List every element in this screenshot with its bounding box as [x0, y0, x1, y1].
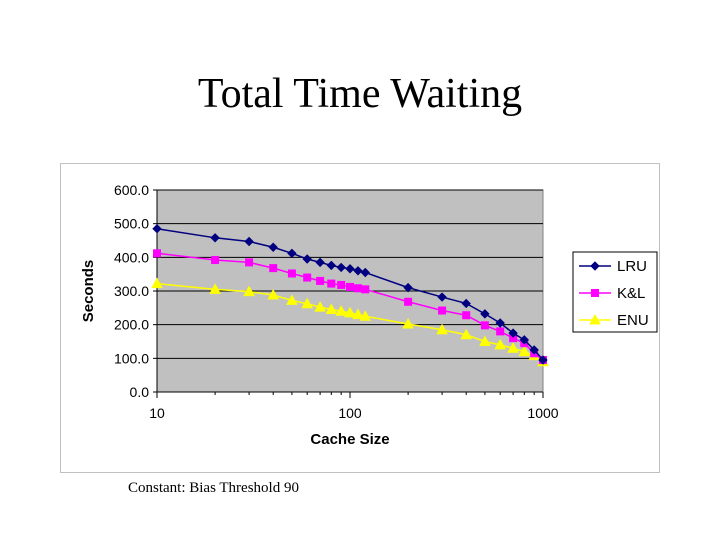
- data-point-enu: [335, 305, 348, 316]
- data-point-enu: [436, 323, 448, 335]
- legend-label-lru: LRU: [617, 258, 647, 275]
- data-point-k-l: [303, 273, 312, 282]
- data-point-enu: [460, 328, 473, 340]
- data-point-lru: [287, 248, 297, 259]
- line-chart: 0.0 100.0 200.0 300.0 400.0 500.0 600.0 10 100 10…: [80, 182, 658, 448]
- data-point-k-l: [153, 249, 161, 258]
- data-point-lru: [461, 298, 471, 309]
- data-point-lru: [437, 292, 447, 302]
- data-point-enu: [243, 285, 255, 297]
- x-tick-label: 10: [149, 405, 165, 421]
- data-point-k-l: [245, 258, 254, 267]
- legend-label-enu: ENU: [617, 312, 649, 329]
- data-point-enu: [344, 306, 356, 318]
- data-point-lru: [519, 335, 530, 345]
- data-point-lru: [480, 309, 490, 319]
- data-point-lru: [302, 254, 312, 264]
- y-tick-label: 300.0: [114, 283, 149, 299]
- data-point-lru: [360, 267, 370, 278]
- data-point-lru: [326, 260, 337, 271]
- data-point-k-l: [496, 327, 505, 336]
- data-point-lru: [336, 262, 346, 273]
- y-tick-label: 100.0: [114, 350, 149, 366]
- data-point-k-l: [337, 280, 346, 289]
- data-point-enu: [267, 289, 280, 300]
- x-tick-label: 1000: [527, 405, 558, 421]
- data-point-k-l: [361, 285, 370, 294]
- data-point-enu: [479, 335, 491, 346]
- data-point-k-l: [287, 269, 296, 278]
- data-point-enu: [352, 308, 364, 320]
- data-point-enu: [209, 283, 221, 294]
- data-point-k-l: [327, 279, 336, 288]
- x-tick-label: 100: [338, 405, 362, 421]
- slide-title: Total Time Waiting: [197, 71, 523, 117]
- y-axis-title: Seconds: [80, 260, 97, 323]
- legend-marker-k-l: [591, 289, 599, 297]
- data-point-enu: [402, 317, 414, 329]
- data-point-k-l: [346, 282, 354, 291]
- data-point-enu: [518, 345, 531, 357]
- data-point-lru: [495, 318, 505, 328]
- data-point-enu: [359, 310, 372, 321]
- y-tick-label: 600.0: [114, 182, 149, 198]
- data-point-lru: [152, 224, 162, 234]
- data-point-lru: [315, 257, 325, 268]
- y-tick-label: 200.0: [114, 317, 149, 333]
- legend-marker-enu: [589, 313, 601, 325]
- data-point-enu: [494, 338, 507, 350]
- data-point-k-l: [462, 311, 471, 320]
- legend-label-k-l: K&L: [617, 285, 645, 302]
- legend-marker-lru: [590, 261, 600, 271]
- footnote: Constant: Bias Threshold 90: [128, 480, 299, 496]
- data-point-lru: [345, 264, 355, 274]
- data-point-k-l: [438, 306, 447, 315]
- data-point-lru: [210, 233, 220, 243]
- data-point-lru: [403, 282, 413, 293]
- data-point-lru: [268, 242, 278, 252]
- data-point-k-l: [316, 276, 325, 285]
- data-point-k-l: [269, 264, 278, 273]
- y-tick-label: 500.0: [114, 216, 149, 232]
- data-point-enu: [507, 342, 519, 353]
- data-point-enu: [286, 294, 298, 305]
- data-point-enu: [314, 301, 326, 312]
- data-point-k-l: [480, 321, 489, 330]
- data-point-lru: [538, 355, 548, 365]
- chart-container: 0.0 100.0 200.0 300.0 400.0 500.0 600.0 10 100 10…: [60, 163, 660, 473]
- data-point-k-l: [211, 256, 220, 265]
- data-point-enu: [325, 303, 338, 315]
- data-point-lru: [529, 345, 539, 355]
- data-point-enu: [301, 297, 314, 309]
- data-point-lru: [244, 236, 254, 247]
- x-axis-title: Cache Size: [310, 431, 389, 448]
- y-tick-label: 0.0: [130, 384, 150, 400]
- data-point-lru: [508, 328, 518, 338]
- data-point-k-l: [353, 284, 362, 293]
- data-point-enu: [151, 277, 163, 289]
- data-point-k-l: [404, 297, 413, 306]
- y-tick-label: 400.0: [114, 249, 149, 265]
- data-point-lru: [353, 266, 363, 276]
